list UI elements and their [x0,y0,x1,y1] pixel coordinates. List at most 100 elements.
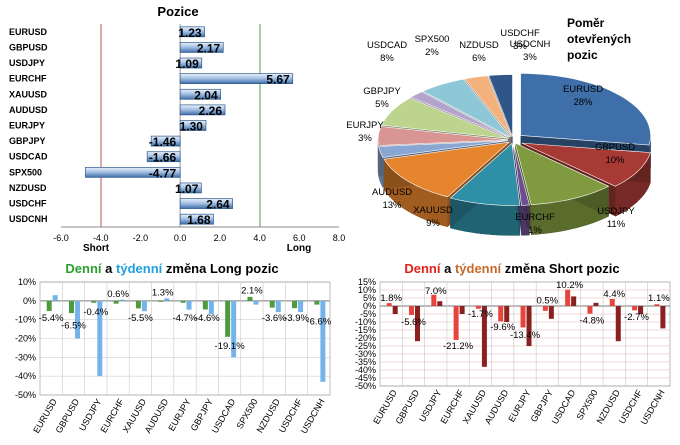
bar-denn--audusd [498,306,504,322]
bar-denn--nzdusd [269,300,275,308]
data-label: 1.1% [648,293,670,304]
position-bar-audusd [179,104,226,116]
bar-t-denn--audusd [164,298,170,301]
bar-denn--xauusd [475,306,481,309]
pie-slice-nzdusd [422,78,511,138]
data-label: -1.7% [468,309,493,320]
pie-pct-audusd: 13% [382,200,402,211]
long-title-weekly: týdenní [116,261,163,276]
position-category-eurchf: EURCHF [9,74,47,84]
position-bar-eurchf [179,73,294,85]
data-label: -4.6% [195,313,220,324]
positions-x-tick: 6.0 [293,233,306,243]
pie-title-line-2: otevřených [567,32,631,46]
position-value-spx500: -4.77 [149,166,177,180]
pie-pct-xauusd: 9% [426,218,440,229]
short-title-weekly: týdenní [455,261,502,276]
bar-t-denn--usdcad [231,300,237,358]
pie-pct-nzdusd: 6% [472,53,486,64]
bar-t-denn--nzdusd [275,300,281,313]
data-label: 1.8% [380,293,402,304]
bar-denn--usdchf [292,300,298,309]
position-value-xauusd: 2.04 [194,88,218,102]
data-label: -9.6% [490,322,515,333]
pie-title-line-3: pozic [567,48,598,62]
bar-denn--usdjpy [91,300,97,303]
bar-t-denn--gbpjpy [548,306,554,319]
data-label: -6.5% [61,320,86,331]
pie-label-usdcnh: USDCNH [510,39,551,50]
pie-pct-gbpusd: 10% [605,155,625,166]
position-bar-usdcad [146,151,181,163]
y-tick-label: -50% [355,381,376,391]
pie-label-audusd: AUDUSD [372,187,412,198]
position-bar-usdchf [179,198,233,209]
pie-label-gbpjpy: GBPJPY [363,86,401,97]
position-bar-usdjpy [179,57,203,69]
position-bar-gbpjpy [150,135,181,147]
data-label: 1.3% [152,287,174,298]
bar-denn--eurchf [113,300,119,304]
bar-denn--spx500 [587,306,593,314]
y-tick-label: 0% [363,301,376,311]
position-bar-eurusd [179,26,205,38]
y-tick-label: 10% [18,277,36,287]
position-value-eurchf: 5.67 [266,73,290,87]
bar-t-denn--usdchf [298,300,304,313]
bar-denn--usdcad [565,289,571,306]
position-value-audusd: 2.26 [199,104,223,118]
bar-t-denn--usdjpy [437,301,443,306]
pie-title: Poměr otevřených pozic [567,16,634,62]
position-category-usdjpy: USDJPY [9,58,45,68]
long-annotation: Long [287,243,311,254]
position-value-eurjpy: 1.30 [180,120,204,134]
pie-slice-eurusd [520,73,651,146]
y-tick-label: -35% [355,357,376,367]
bar-t-denn--spx500 [253,300,259,305]
long-change-bar-chart: Denní a týdenní změna Long pozic 10% 0% -1… [15,261,332,435]
bar-denn--audusd [158,300,164,302]
bar-t-denn--spx500 [593,302,599,306]
short-title-daily: Denní [404,261,441,276]
data-label: -6.6% [306,317,331,328]
positions-x-tick: 4.0 [253,233,266,243]
pie-label-usdchf: USDCHF [500,28,540,39]
y-tick-label: -10% [355,317,376,327]
y-tick-label: -10% [15,315,36,325]
data-label: -5.5% [128,313,153,324]
positions-x-tick: 2.0 [214,233,227,243]
short-title-rest: změna Short pozic [505,261,620,276]
pie-pct-usdcad: 8% [380,53,394,64]
bar-t-denn--xauusd [141,300,147,312]
pie-pct-usdjpy: 11% [607,219,626,230]
bar-denn--spx500 [247,296,253,301]
position-category-audusd: AUDUSD [9,105,48,115]
bar-denn--usdcnh [314,300,320,305]
data-label: -2.7% [624,312,649,323]
position-value-gbpjpy: -1.46 [149,135,177,149]
pie-label-eurchf: EURCHF [515,212,555,223]
position-bar-eurjpy [179,120,207,131]
data-label: -5.6% [401,317,426,328]
position-value-usdcad: -1.66 [149,151,177,165]
bar-t-denn--nzdusd [615,306,621,342]
bar-t-denn--usdchf [638,306,644,314]
position-category-eurusd: EURUSD [9,27,48,37]
pie-label-nzdusd: NZDUSD [459,40,499,51]
bar-denn--eurchf [453,306,459,340]
bar-t-denn--usdjpy [97,300,103,377]
long-title-rest: změna Long pozic [166,261,279,276]
data-label: 0.5% [536,295,558,306]
bar-denn--eurjpy [180,300,186,303]
pie-pct-usdcnh: 3% [523,52,537,63]
pie-slice-usdcnh [488,74,513,137]
position-category-eurjpy: EURJPY [9,121,45,131]
pie-slice-usdcad [381,97,509,139]
position-category-xauusd: XAUUSD [9,89,48,99]
pie-pct-eurchf: 1% [528,225,542,236]
bar-denn--eurjpy [520,306,526,328]
bar-t-denn--eurusd [52,295,58,301]
positions-bar-chart: Pozice EURUSD GBPUSD USDJPY EURCHF XAUUSD AUD… [9,4,345,254]
bar-denn--usdchf [632,306,638,311]
positions-x-tick: -4.0 [93,233,109,243]
